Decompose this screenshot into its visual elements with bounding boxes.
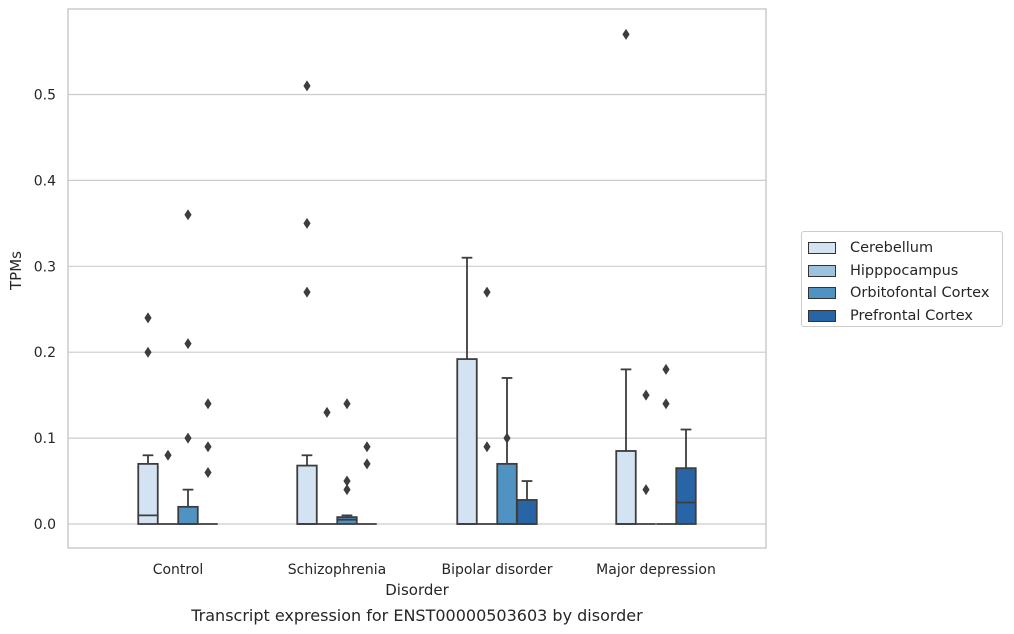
y-tick-label: 0.3: [34, 259, 56, 275]
outlier-point: [662, 363, 670, 375]
y-tick-label: 0.4: [34, 173, 56, 189]
outlier-point: [144, 312, 152, 324]
box-1-0: [158, 449, 178, 525]
box-rect: [137, 462, 159, 525]
x-tick-label: Schizophrenia: [288, 562, 386, 578]
outlier-point: [303, 80, 311, 92]
box-rect: [177, 505, 199, 525]
legend-swatch: [808, 264, 836, 277]
box-rect: [296, 464, 318, 525]
legend-item: Prefrontal Cortex: [808, 305, 1002, 328]
box-2-1: [336, 398, 358, 525]
y-tick-label: 0.0: [34, 517, 56, 533]
box-3-0: [198, 398, 218, 525]
outlier-point: [343, 484, 351, 496]
outlier-point: [503, 432, 511, 444]
outlier-point: [363, 441, 371, 453]
box-rect: [516, 499, 538, 525]
x-tick-label: Control: [153, 562, 204, 578]
box-3-2: [516, 480, 538, 525]
legend-label: Orbitofontal Cortex: [850, 285, 990, 302]
outlier-point: [303, 286, 311, 298]
y-tick-label: 0.2: [34, 345, 56, 361]
box-2-0: [177, 209, 199, 525]
outlier-point: [483, 441, 491, 453]
outlier-point: [303, 217, 311, 229]
outlier-point: [363, 458, 371, 470]
outlier-point: [204, 398, 212, 410]
x-tick-label: Major depression: [596, 562, 716, 578]
box-rect: [496, 462, 518, 525]
x-tick-label: Bipolar disorder: [441, 562, 552, 578]
outlier-point: [343, 398, 351, 410]
y-tick-labels: 0.0 0.1 0.2 0.3 0.4 0.5: [34, 88, 56, 534]
box-1-1: [317, 406, 337, 525]
box-2-2: [496, 377, 518, 525]
box-plots: [137, 28, 697, 525]
legend: Cerebellum Hipppocampus Orbitofontal Cor…: [801, 231, 1003, 327]
legend-label: Prefrontal Cortex: [850, 307, 973, 324]
legend-label: Hipppocampus: [850, 262, 959, 279]
outlier-point: [483, 286, 491, 298]
y-axis-label: TPMs: [7, 251, 25, 291]
x-axis-label: Disorder: [385, 581, 449, 599]
outlier-point: [184, 338, 192, 350]
box-3-3: [675, 428, 697, 525]
outlier-point: [662, 398, 670, 410]
outlier-point: [343, 475, 351, 487]
outlier-point: [184, 432, 192, 444]
y-tick-label: 0.1: [34, 431, 56, 447]
legend-item: Cerebellum: [808, 237, 1002, 260]
outlier-point: [184, 209, 192, 221]
box-rect: [456, 358, 478, 525]
box-0-2: [456, 256, 478, 525]
outlier-point: [642, 484, 650, 496]
box-0-0: [137, 312, 159, 525]
outlier-point: [164, 449, 172, 461]
grid-lines: [68, 93, 766, 525]
outlier-point: [642, 389, 650, 401]
outlier-point: [144, 346, 152, 358]
box-0-1: [296, 80, 318, 525]
box-rect: [615, 450, 637, 525]
legend-label: Cerebellum: [850, 240, 934, 257]
outlier-point: [323, 406, 331, 418]
box-3-1: [357, 441, 377, 525]
legend-swatch: [808, 287, 836, 300]
box-1-3: [636, 389, 656, 525]
box-1-2: [477, 286, 497, 525]
plot-frame: [67, 8, 767, 549]
outlier-point: [204, 466, 212, 478]
box-0-3: [615, 28, 637, 525]
outlier-point: [622, 28, 630, 40]
legend-swatch: [808, 309, 836, 322]
outlier-point: [204, 441, 212, 453]
chart-caption: Transcript expression for ENST0000050360…: [191, 606, 643, 625]
legend-swatch: [808, 242, 836, 255]
legend-item: Hipppocampus: [808, 260, 1002, 283]
legend-item: Orbitofontal Cortex: [808, 282, 1002, 305]
y-tick-label: 0.5: [34, 88, 56, 104]
box-2-3: [656, 363, 676, 525]
x-tick-labels: Control Schizophrenia Bipolar disorder Majo…: [153, 562, 716, 578]
box-rect: [675, 467, 697, 525]
